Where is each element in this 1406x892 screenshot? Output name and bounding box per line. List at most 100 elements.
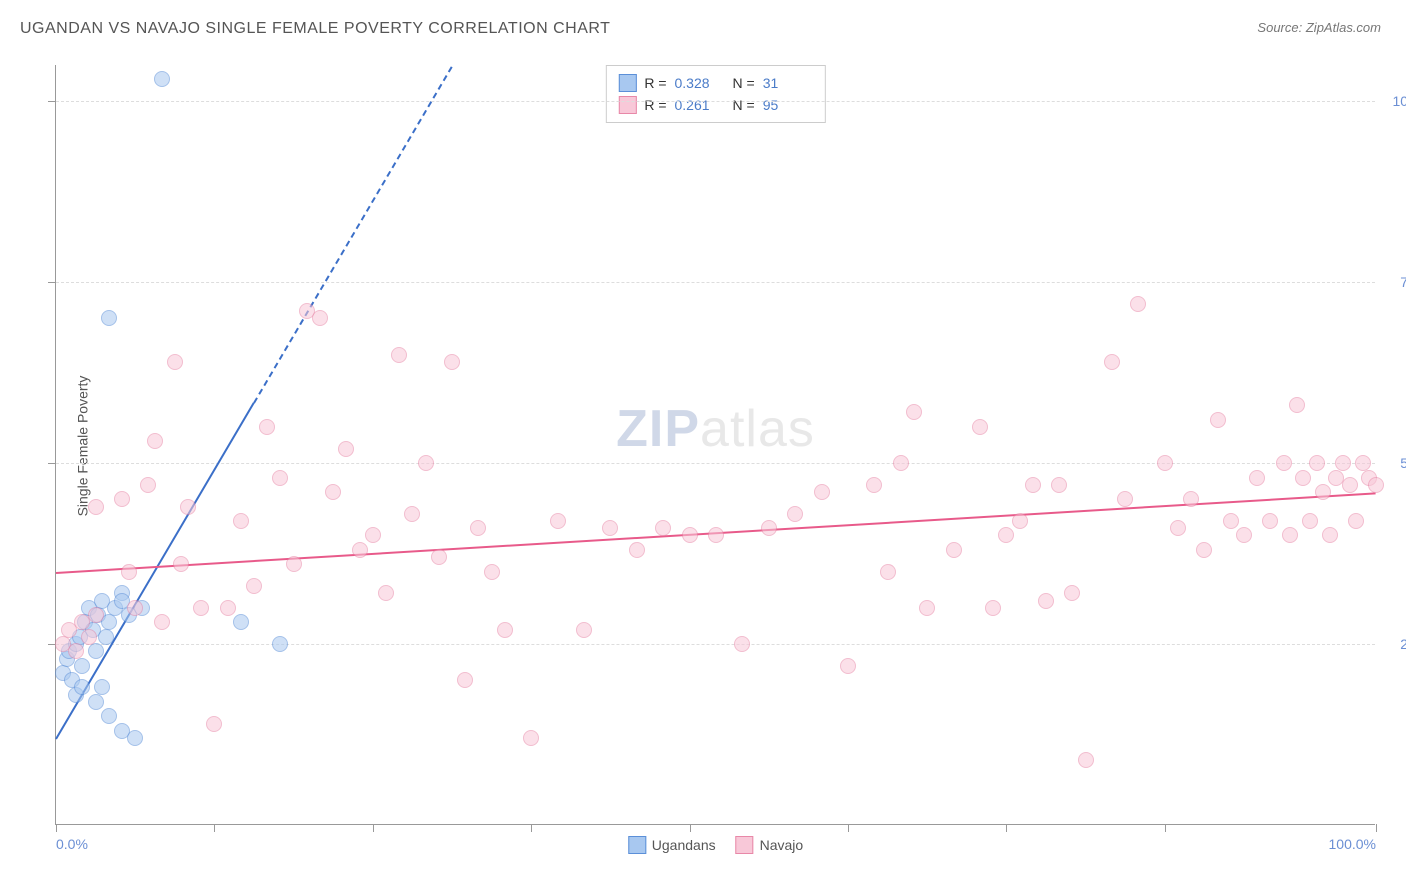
data-point — [814, 484, 830, 500]
data-point — [325, 484, 341, 500]
source-value: ZipAtlas.com — [1306, 20, 1381, 35]
data-point — [1104, 354, 1120, 370]
data-point — [497, 622, 513, 638]
data-point — [114, 491, 130, 507]
data-point — [88, 607, 104, 623]
data-point — [338, 441, 354, 457]
trend-line — [253, 65, 453, 403]
data-point — [74, 679, 90, 695]
data-point — [866, 477, 882, 493]
data-point — [1262, 513, 1278, 529]
y-tick — [48, 282, 56, 283]
series-name: Ugandans — [652, 837, 716, 853]
data-point — [1183, 491, 1199, 507]
data-point — [1295, 470, 1311, 486]
data-point — [272, 470, 288, 486]
data-point — [708, 527, 724, 543]
data-point — [352, 542, 368, 558]
data-point — [998, 527, 1014, 543]
y-tick — [48, 101, 56, 102]
data-point — [880, 564, 896, 580]
data-point — [1342, 477, 1358, 493]
y-tick-label: 25.0% — [1400, 636, 1406, 652]
data-point — [127, 600, 143, 616]
y-tick-label: 100.0% — [1393, 93, 1406, 109]
data-point — [1309, 455, 1325, 471]
data-point — [457, 672, 473, 688]
watermark-zip: ZIP — [616, 400, 700, 458]
legend-swatch — [736, 836, 754, 854]
data-point — [94, 679, 110, 695]
data-point — [906, 404, 922, 420]
chart-container: UGANDAN VS NAVAJO SINGLE FEMALE POVERTY … — [0, 0, 1406, 892]
data-point — [1368, 477, 1384, 493]
series-legend-item: Navajo — [736, 836, 804, 854]
data-point — [259, 419, 275, 435]
data-point — [1210, 412, 1226, 428]
chart-plot-area: ZIPatlas R =0.328N = 31R =0.261N = 95 Ug… — [55, 65, 1375, 825]
legend-n-label: N = — [733, 75, 755, 91]
data-point — [206, 716, 222, 732]
data-point — [180, 499, 196, 515]
source-label: Source: — [1257, 20, 1302, 35]
data-point — [246, 578, 262, 594]
x-tick — [56, 824, 57, 832]
data-point — [88, 643, 104, 659]
data-point — [1315, 484, 1331, 500]
data-point — [629, 542, 645, 558]
data-point — [68, 643, 84, 659]
legend-swatch — [618, 96, 636, 114]
x-tick — [1165, 824, 1166, 832]
data-point — [220, 600, 236, 616]
data-point — [81, 629, 97, 645]
data-point — [893, 455, 909, 471]
data-point — [127, 730, 143, 746]
data-point — [972, 419, 988, 435]
data-point — [1223, 513, 1239, 529]
x-tick — [373, 824, 374, 832]
data-point — [840, 658, 856, 674]
legend-r-value: 0.261 — [675, 97, 725, 113]
x-tick — [531, 824, 532, 832]
y-tick — [48, 463, 56, 464]
data-point — [88, 694, 104, 710]
legend-n-value: 31 — [763, 75, 813, 91]
data-point — [787, 506, 803, 522]
legend-row: R =0.328N = 31 — [618, 72, 812, 94]
data-point — [1012, 513, 1028, 529]
data-point — [391, 347, 407, 363]
data-point — [682, 527, 698, 543]
correlation-legend: R =0.328N = 31R =0.261N = 95 — [605, 65, 825, 123]
gridline — [56, 463, 1375, 464]
data-point — [431, 549, 447, 565]
data-point — [576, 622, 592, 638]
data-point — [1302, 513, 1318, 529]
x-tick — [1376, 824, 1377, 832]
series-legend: Ugandans Navajo — [628, 836, 803, 854]
data-point — [919, 600, 935, 616]
data-point — [378, 585, 394, 601]
data-point — [1348, 513, 1364, 529]
data-point — [1051, 477, 1067, 493]
x-tick-label: 100.0% — [1329, 836, 1376, 852]
data-point — [1289, 397, 1305, 413]
data-point — [312, 310, 328, 326]
x-tick — [1006, 824, 1007, 832]
data-point — [1170, 520, 1186, 536]
data-point — [550, 513, 566, 529]
legend-n-label: N = — [733, 97, 755, 113]
data-point — [173, 556, 189, 572]
data-point — [140, 477, 156, 493]
data-point — [734, 636, 750, 652]
x-tick-label: 0.0% — [56, 836, 88, 852]
data-point — [1322, 527, 1338, 543]
gridline — [56, 644, 1375, 645]
series-legend-item: Ugandans — [628, 836, 716, 854]
data-point — [1038, 593, 1054, 609]
data-point — [193, 600, 209, 616]
series-name: Navajo — [760, 837, 804, 853]
legend-swatch — [618, 74, 636, 92]
data-point — [1157, 455, 1173, 471]
data-point — [233, 513, 249, 529]
source-attribution: Source: ZipAtlas.com — [1257, 20, 1381, 35]
